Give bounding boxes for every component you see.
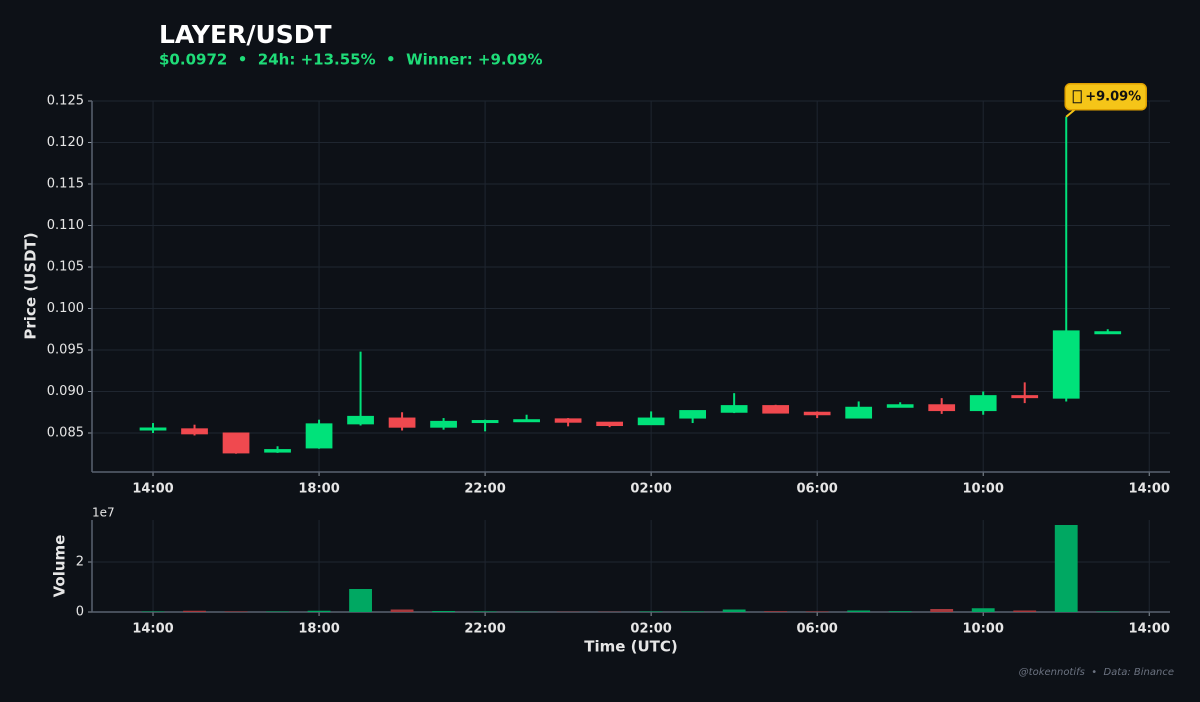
y-tick-label: 0.085: [47, 425, 84, 440]
volume-bar: [141, 611, 165, 612]
y-tick-label: 2: [76, 555, 84, 570]
volume-bar: [473, 611, 497, 612]
x-tick-label: 18:00: [298, 482, 339, 497]
x-tick-label: 10:00: [963, 622, 1004, 637]
volume-bar: [1096, 611, 1120, 612]
y-tick-label: 0.100: [47, 301, 84, 316]
candle-body: [928, 404, 956, 412]
volume-bar: [432, 611, 455, 612]
candle-body: [305, 423, 333, 449]
candle-body: [969, 395, 997, 412]
chart-title: LAYER/USDT: [159, 20, 332, 49]
y-tick-label: 0.125: [47, 94, 84, 109]
candle-body: [1052, 330, 1080, 399]
volume-bar: [847, 610, 871, 612]
candle-body: [139, 427, 167, 431]
y-tick-label: 0.110: [47, 218, 84, 233]
y-tick-label: 0.105: [47, 259, 84, 274]
x-tick-label: 02:00: [630, 622, 671, 637]
candle-body: [388, 417, 416, 428]
x-tick-label: 22:00: [464, 482, 505, 497]
candle-body: [762, 405, 790, 414]
candle-body: [181, 428, 208, 435]
x-tick-label: 14:00: [1129, 622, 1170, 637]
volume-bar: [1054, 525, 1078, 612]
chart-subtitle: $0.0972 • 24h: +13.55% • Winner: +9.09%: [159, 51, 543, 69]
volume-bar: [681, 611, 705, 612]
candle-body: [1094, 331, 1122, 335]
y-tick-label: 0.095: [47, 342, 84, 357]
candle-body: [803, 411, 831, 416]
x-tick-label: 10:00: [963, 482, 1004, 497]
candle-body: [1011, 395, 1039, 399]
x-tick-label: 18:00: [298, 622, 339, 637]
volume-bar: [639, 611, 663, 612]
candle-body: [513, 419, 540, 423]
x-tick-label: 14:00: [132, 622, 173, 637]
volume-bar: [390, 609, 414, 612]
y-tick-label: 0: [76, 605, 84, 620]
y-axis-label: Volume: [51, 535, 69, 598]
x-tick-label: 22:00: [464, 622, 505, 637]
candle-body: [637, 417, 665, 426]
volume-bar: [349, 589, 372, 612]
candle-body: [347, 415, 374, 425]
volume-bar: [307, 610, 331, 612]
volume-bar: [722, 609, 746, 612]
candle-body: [264, 449, 291, 453]
x-axis-label: Time (UTC): [584, 638, 678, 656]
annotation-icon: [1072, 90, 1082, 104]
volume-bar: [764, 611, 788, 612]
volume-bar: [183, 610, 206, 612]
candle-body: [886, 404, 914, 408]
candle-body: [679, 410, 707, 419]
volume-bar: [266, 611, 289, 612]
volume-bar: [224, 611, 248, 612]
candle-body: [430, 420, 457, 428]
candle-body: [720, 405, 748, 413]
candle-body: [845, 406, 873, 419]
annotation-text: +9.09%: [1085, 89, 1141, 104]
volume-bar: [1013, 610, 1037, 612]
candle-body: [222, 432, 250, 454]
volume-bar: [971, 608, 995, 612]
y-axis-label: Price (USDT): [22, 232, 40, 339]
volume-bar: [805, 611, 829, 612]
x-tick-label: 02:00: [630, 482, 671, 497]
y-tick-label: 0.120: [47, 135, 84, 150]
x-tick-label: 06:00: [796, 482, 837, 497]
footer: @tokennotifs • Data: Binance: [1019, 667, 1174, 678]
x-tick-label: 06:00: [796, 622, 837, 637]
x-tick-label: 14:00: [132, 482, 173, 497]
annotation-box: [1064, 83, 1147, 111]
y-tick-label: 0.115: [47, 176, 84, 191]
offset-label: 1e7: [92, 506, 115, 520]
x-tick-label: 14:00: [1129, 482, 1170, 497]
y-tick-label: 0.090: [47, 384, 84, 399]
volume-bar: [888, 611, 912, 612]
candle-body: [596, 421, 623, 427]
candle-body: [554, 418, 582, 423]
candle-body: [471, 420, 499, 424]
volume-bar: [930, 609, 954, 612]
